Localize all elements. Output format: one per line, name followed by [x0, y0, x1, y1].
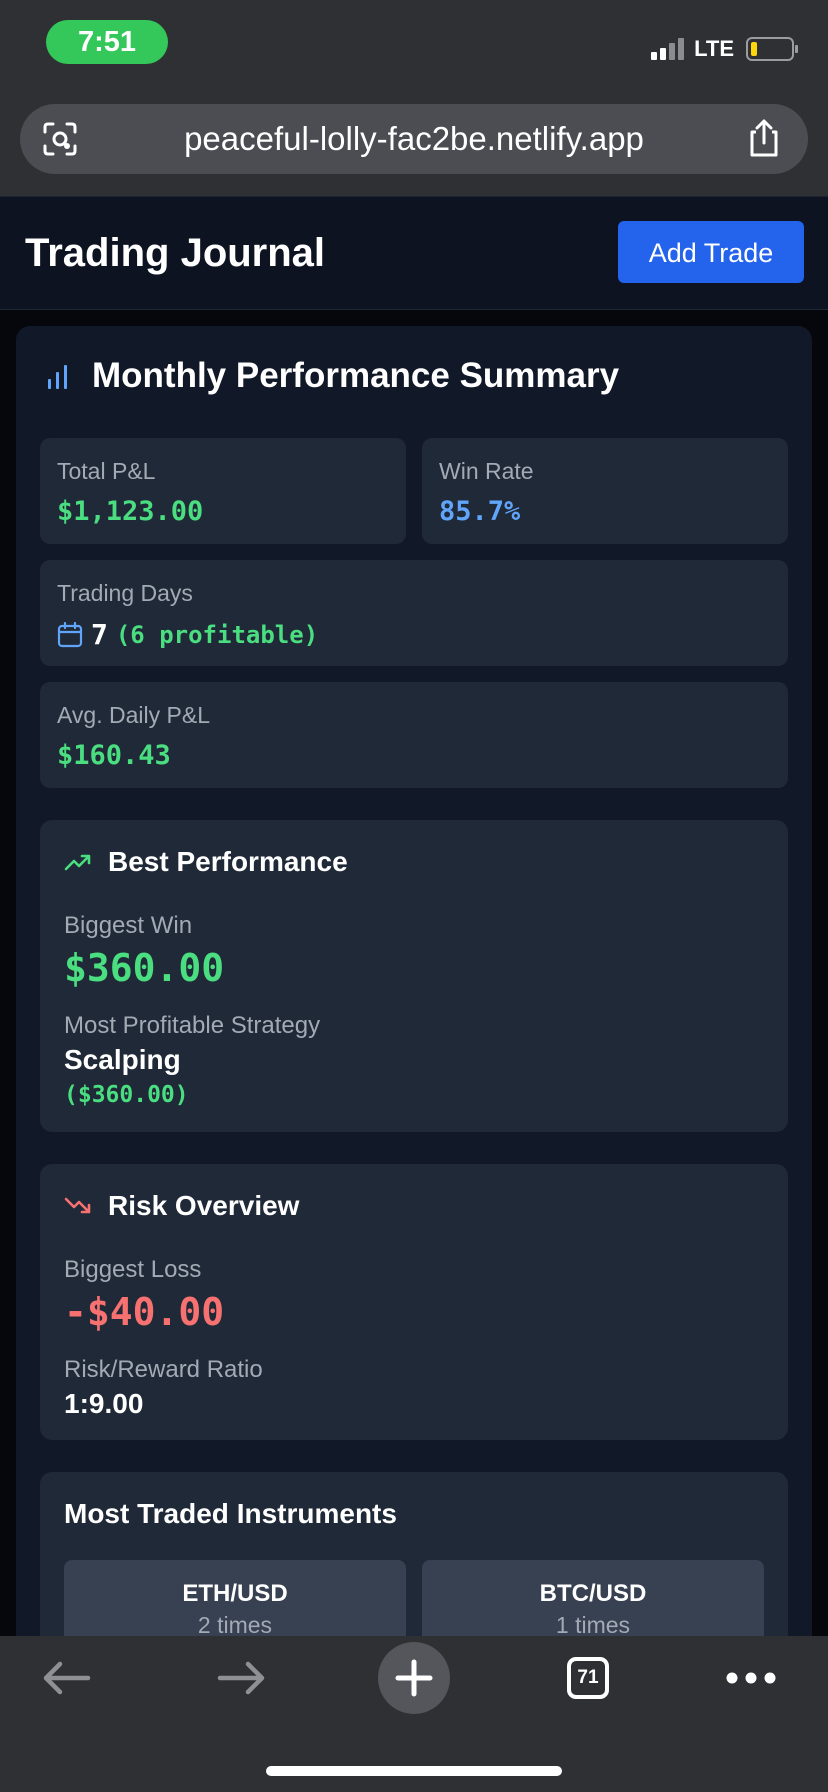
- win-rate-tile: Win Rate 85.7%: [422, 438, 788, 544]
- app-title: Trading Journal: [25, 231, 326, 275]
- trending-up-icon: [64, 854, 91, 871]
- best-performance-section: Best Performance Biggest Win $360.00 Mos…: [40, 820, 788, 1132]
- risk-overview-heading: Risk Overview: [64, 1190, 299, 1222]
- risk-overview-title: Risk Overview: [108, 1190, 300, 1221]
- biggest-loss-value: -$40.00: [64, 1290, 225, 1334]
- avg-daily-value: $160.43: [57, 740, 171, 771]
- strategy-label: Most Profitable Strategy: [64, 1012, 321, 1039]
- total-pl-tile: Total P&L $1,123.00: [40, 438, 406, 544]
- trading-days-value: 7: [91, 618, 108, 651]
- biggest-loss-label: Biggest Loss: [64, 1256, 202, 1283]
- add-trade-button[interactable]: Add Trade: [618, 221, 804, 283]
- win-rate-value: 85.7%: [439, 496, 521, 527]
- forward-button[interactable]: [212, 1636, 272, 1720]
- tabs-icon: 71: [567, 1657, 609, 1699]
- share-icon[interactable]: [746, 118, 782, 158]
- bar-chart-icon: [48, 365, 67, 389]
- back-arrow-icon: [43, 1661, 91, 1695]
- tabs-button[interactable]: 71: [562, 1636, 614, 1720]
- instruments-title: Most Traded Instruments: [64, 1498, 397, 1529]
- instrument-count: 1 times: [555, 1612, 631, 1638]
- browser-address-area: peaceful-lolly-fac2be.netlify.app: [0, 90, 828, 196]
- trading-days-label: Trading Days: [57, 580, 193, 606]
- trading-days-tile: Trading Days 7 (6 profitable): [40, 560, 788, 666]
- status-time: 7:51: [46, 20, 168, 64]
- monthly-summary-card: Monthly Performance Summary Total P&L $1…: [16, 326, 812, 1746]
- best-performance-heading: Best Performance: [64, 846, 348, 878]
- instrument-card: BTC/USD 1 times: [422, 1560, 764, 1650]
- address-bar[interactable]: peaceful-lolly-fac2be.netlify.app: [20, 104, 808, 174]
- risk-overview-section: Risk Overview Biggest Loss -$40.00 Risk/…: [40, 1164, 788, 1440]
- plus-icon: [378, 1642, 450, 1714]
- instrument-card: ETH/USD 2 times: [64, 1560, 406, 1650]
- instrument-name: ETH/USD: [182, 1580, 288, 1607]
- ratio-value: 1:9.00: [64, 1388, 144, 1419]
- calendar-icon: [57, 621, 83, 647]
- instrument-name: BTC/USD: [539, 1580, 647, 1607]
- page-menu-icon[interactable]: [42, 121, 78, 157]
- biggest-win-label: Biggest Win: [64, 912, 193, 939]
- forward-arrow-icon: [217, 1661, 265, 1695]
- signal-icon: [651, 38, 685, 60]
- instrument-count: 2 times: [197, 1612, 273, 1638]
- avg-daily-tile: Avg. Daily P&L $160.43: [40, 682, 788, 788]
- strategy-name: Scalping: [64, 1044, 181, 1075]
- more-button[interactable]: [722, 1636, 780, 1720]
- summary-title: Monthly Performance Summary: [92, 356, 620, 395]
- best-performance-title: Best Performance: [108, 846, 348, 877]
- summary-heading: Monthly Performance Summary: [46, 356, 619, 396]
- more-icon: [726, 1672, 776, 1684]
- ratio-label: Risk/Reward Ratio: [64, 1356, 263, 1383]
- battery-icon: [746, 37, 798, 61]
- total-pl-label: Total P&L: [57, 458, 156, 484]
- status-bar: 7:51 LTE: [0, 0, 828, 90]
- back-button[interactable]: [36, 1636, 96, 1720]
- strategy-value: ($360.00): [64, 1082, 189, 1108]
- win-rate-label: Win Rate: [439, 458, 534, 484]
- profitable-days: (6 profitable): [115, 620, 319, 649]
- app-header: Trading Journal Add Trade: [0, 196, 828, 310]
- status-indicators: LTE: [651, 36, 798, 62]
- trading-days-row: 7 (6 profitable): [57, 618, 318, 651]
- tab-count: 71: [577, 1667, 599, 1688]
- url-text: peaceful-lolly-fac2be.netlify.app: [184, 120, 644, 157]
- avg-daily-label: Avg. Daily P&L: [57, 702, 210, 728]
- home-indicator: [266, 1766, 562, 1776]
- biggest-win-value: $360.00: [64, 946, 225, 990]
- new-tab-button[interactable]: [378, 1636, 450, 1720]
- network-type: LTE: [694, 36, 734, 61]
- total-pl-value: $1,123.00: [57, 496, 204, 527]
- trending-down-icon: [64, 1197, 91, 1214]
